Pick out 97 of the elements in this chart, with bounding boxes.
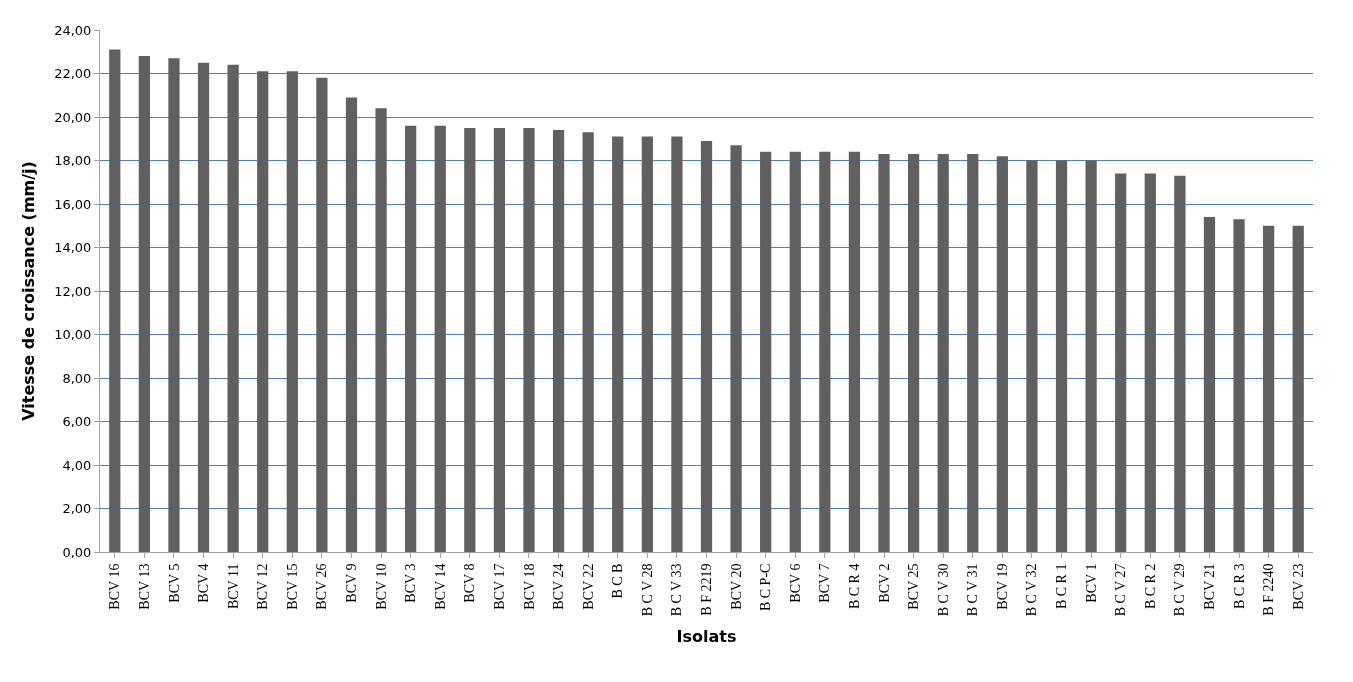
x-tick-label: B C R 1 (1054, 563, 1070, 610)
x-tick-label: BCV 3 (403, 563, 419, 603)
x-tick-label: BCV 18 (521, 563, 537, 610)
x-tick-label: BCV 13 (136, 563, 152, 610)
bar (730, 145, 742, 552)
bar (375, 108, 387, 552)
y-tick-label: 10,00 (54, 327, 92, 343)
x-tick-label: BCV 24 (551, 563, 567, 610)
bar (612, 136, 624, 552)
bar (582, 132, 594, 552)
x-tick-label: B C V 27 (1113, 563, 1129, 617)
x-tick-label: B C R 4 (846, 563, 862, 610)
x-tick-label: B C V 30 (935, 563, 951, 617)
x-tick-label: BCV 16 (107, 563, 123, 610)
x-tick-label: BCV 6 (787, 563, 803, 603)
bar (1085, 160, 1097, 552)
bar (405, 125, 417, 552)
bar (1115, 173, 1127, 552)
x-tick-label: BCV 21 (1202, 563, 1217, 610)
y-tick-label: 24,00 (54, 22, 92, 38)
y-tick-label: 8,00 (62, 370, 92, 386)
x-tick-label: BCV 5 (166, 563, 182, 603)
bar (345, 97, 358, 552)
x-tick-label: B C V 28 (639, 563, 655, 617)
x-tick-label: B C B (610, 563, 626, 599)
x-tick-label: BCV 7 (817, 563, 833, 603)
bar (641, 136, 653, 552)
bar (523, 127, 535, 552)
bar (700, 140, 713, 552)
x-axis-title: Isolats (676, 627, 737, 647)
bar (434, 125, 446, 552)
x-tick-label: BCV 1 (1083, 563, 1099, 603)
x-tick-label: BCV 14 (432, 563, 448, 610)
bar (760, 151, 772, 552)
bar (552, 130, 565, 552)
bar (907, 153, 920, 552)
bar (197, 62, 210, 552)
x-tick-label: B C P-C (758, 563, 774, 612)
x-tick-label: BCV 9 (344, 563, 360, 603)
x-tick-label: BCV 2 (876, 563, 892, 603)
bar (227, 64, 239, 552)
bar (937, 153, 949, 552)
bar (1055, 160, 1068, 552)
x-tick-label: BCV 15 (284, 563, 300, 610)
bar (1203, 217, 1216, 552)
x-tick-label: BCV 19 (994, 563, 1010, 610)
y-axis-title: Vitesse de croissance (mm/j) (19, 161, 39, 421)
bar (286, 71, 298, 552)
bar (819, 151, 831, 552)
y-tick-label: 6,00 (62, 414, 92, 430)
bar (878, 153, 890, 552)
y-tick-label: 12,00 (54, 283, 92, 299)
bar (671, 136, 683, 552)
x-tick-label: BCV 4 (196, 563, 212, 603)
x-tick-label: BCV 11 (225, 563, 241, 610)
bar (138, 56, 150, 552)
x-tick-label: B F 2240 (1261, 563, 1277, 616)
bar (316, 77, 328, 552)
bar (789, 151, 801, 552)
bar (996, 156, 1008, 552)
x-tick-label: BCV 26 (314, 563, 330, 610)
x-tick-label: B C V 31 (965, 563, 981, 617)
x-tick-label: B C V 29 (1172, 563, 1188, 617)
x-tick-label: BCV 25 (906, 563, 922, 610)
bar (967, 153, 979, 552)
x-tick-label: B C R 2 (1142, 563, 1158, 610)
bar (1026, 160, 1038, 552)
bar (1292, 225, 1304, 552)
x-tick-label: B C R 3 (1231, 563, 1247, 610)
bar (464, 127, 476, 552)
x-tick-label: B F 2219 (699, 563, 715, 616)
y-tick-label: 14,00 (54, 240, 92, 256)
bar (848, 151, 861, 552)
x-tick-label: B C V 33 (669, 563, 685, 617)
bar (257, 71, 269, 552)
bar (1233, 219, 1245, 552)
x-tick-label: BCV 12 (255, 563, 271, 610)
x-tick-label: BCV 17 (491, 563, 507, 610)
x-tick-label: BCV 22 (580, 563, 596, 610)
y-tick-label: 4,00 (62, 457, 92, 473)
y-tick-label: 22,00 (54, 66, 92, 82)
y-tick-label: 20,00 (54, 109, 92, 125)
bar (168, 58, 180, 552)
x-tick-label: BCV 8 (462, 563, 478, 603)
y-tick-label: 16,00 (54, 196, 92, 212)
bar (1144, 173, 1156, 552)
y-tick-label: 0,00 (62, 544, 92, 560)
bar (1174, 175, 1186, 552)
y-tick-label: 2,00 (62, 501, 92, 517)
x-tick-label: B C V 32 (1024, 563, 1040, 617)
x-tick-label: BCV 10 (373, 563, 389, 610)
bar (109, 49, 121, 552)
x-tick-label: BCV 23 (1290, 563, 1306, 610)
x-tick-label: BCV 20 (728, 563, 744, 610)
bar (493, 127, 506, 552)
bar (1263, 225, 1275, 552)
y-tick-label: 18,00 (54, 153, 92, 169)
